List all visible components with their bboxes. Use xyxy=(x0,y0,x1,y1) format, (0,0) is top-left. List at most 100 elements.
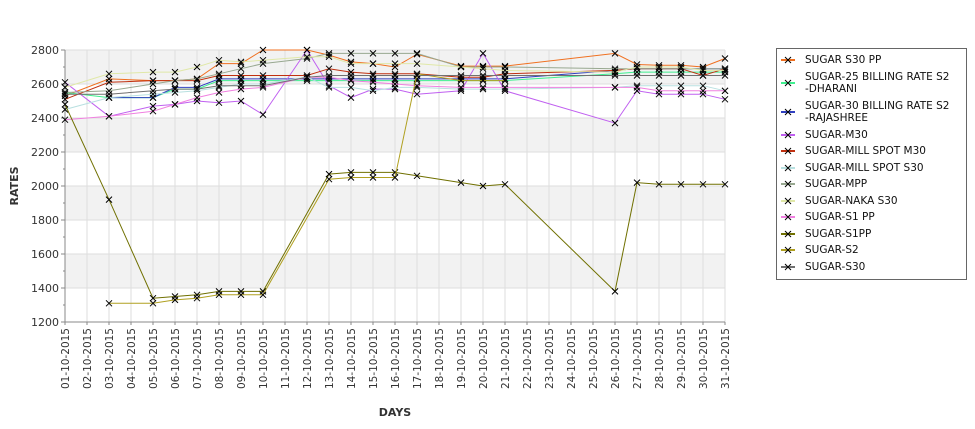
legend-item: SUGAR-NAKA S30 xyxy=(777,193,966,210)
x-tick-label: 01-10-2015 xyxy=(60,328,72,389)
data-point-marker xyxy=(655,63,663,71)
series-sugar-s1-pp xyxy=(61,73,729,124)
y-tick-label: 1800 xyxy=(31,214,59,227)
legend-swatch-icon xyxy=(781,79,795,87)
x-tick-label: 16-10-2015 xyxy=(390,328,402,389)
y-tick-label: 2200 xyxy=(31,146,59,159)
data-point-marker xyxy=(391,60,399,67)
data-point-marker xyxy=(457,77,465,84)
data-point-marker xyxy=(61,106,69,113)
legend-label: SUGAR-30 BILLING RATE S2 -RAJASHREE xyxy=(805,99,950,125)
data-point-marker xyxy=(347,50,355,57)
data-point-marker xyxy=(193,294,201,302)
data-point-marker xyxy=(501,84,509,91)
data-point-marker xyxy=(259,72,267,79)
x-tick-label: 18-10-2015 xyxy=(434,328,446,389)
data-point-marker xyxy=(677,72,685,79)
legend-item: SUGAR-MPP xyxy=(777,176,966,193)
series-sugar-s2 xyxy=(105,70,509,307)
x-tick-label: 02-10-2015 xyxy=(82,328,94,389)
data-point-marker xyxy=(237,82,245,90)
data-point-marker xyxy=(259,291,267,299)
x-tick-label: 27-10-2015 xyxy=(632,328,644,389)
legend-label: SUGAR-S2 xyxy=(805,244,859,256)
data-point-marker xyxy=(105,299,113,307)
legend-label: SUGAR-25 BILLING RATE S2 -DHARANI xyxy=(805,70,950,96)
x-tick-label: 29-10-2015 xyxy=(676,328,688,389)
chart-legend: SUGAR S30 PP SUGAR-25 BILLING RATE S2 -DH… xyxy=(776,48,967,280)
data-point-marker xyxy=(479,182,487,190)
data-point-marker xyxy=(677,63,685,71)
data-point-marker xyxy=(193,85,201,93)
data-point-marker xyxy=(501,72,509,79)
legend-label: SUGAR-M30 xyxy=(805,128,868,141)
x-tick-label: 03-10-2015 xyxy=(104,328,116,389)
x-tick-label: 15-10-2015 xyxy=(368,328,380,389)
data-point-marker xyxy=(149,107,157,115)
legend-swatch-icon xyxy=(781,108,795,116)
data-point-marker xyxy=(215,82,223,90)
y-tick-label: 1400 xyxy=(31,282,59,295)
legend-label: SUGAR S30 PP xyxy=(805,54,882,66)
data-point-marker xyxy=(391,80,399,88)
data-point-marker xyxy=(149,87,157,95)
data-point-marker xyxy=(61,116,69,124)
legend-swatch-icon xyxy=(781,263,795,271)
legend-label: SUGAR-MPP xyxy=(805,178,868,190)
data-point-marker xyxy=(325,53,333,61)
data-point-marker xyxy=(237,58,245,66)
data-point-marker xyxy=(61,78,69,86)
data-point-marker xyxy=(699,82,707,90)
legend-swatch-icon xyxy=(781,246,795,254)
data-point-marker xyxy=(171,68,179,76)
data-point-marker xyxy=(193,63,201,71)
legend-item: SUGAR-25 BILLING RATE S2 -DHARANI xyxy=(777,69,966,98)
data-point-marker xyxy=(501,180,509,188)
data-point-marker xyxy=(237,72,245,79)
data-point-marker xyxy=(171,77,179,84)
x-tick-label: 17-10-2015 xyxy=(412,328,424,389)
data-point-marker xyxy=(325,84,333,91)
data-point-marker xyxy=(457,84,465,91)
x-tick-label: 14-10-2015 xyxy=(346,328,358,389)
data-point-marker xyxy=(171,85,179,93)
data-point-marker xyxy=(413,50,421,57)
data-point-marker xyxy=(237,291,245,299)
legend-item: SUGAR-S1 PP xyxy=(777,209,966,226)
x-tick-label: 20-10-2015 xyxy=(478,328,490,389)
data-point-marker xyxy=(193,75,201,83)
data-point-marker xyxy=(105,90,113,98)
data-point-marker xyxy=(611,84,619,91)
data-point-marker xyxy=(457,63,465,71)
data-point-marker xyxy=(677,87,685,95)
data-point-marker xyxy=(259,56,267,64)
data-point-marker xyxy=(721,55,729,62)
data-point-marker xyxy=(193,94,201,101)
data-point-marker xyxy=(369,50,377,57)
data-point-marker xyxy=(149,294,157,302)
data-point-marker xyxy=(105,112,113,120)
legend-item: SUGAR-M30 xyxy=(777,127,966,144)
data-point-marker xyxy=(699,180,707,188)
data-point-marker xyxy=(611,50,619,57)
x-tick-label: 31-10-2015 xyxy=(720,328,732,389)
legend-swatch-icon xyxy=(781,180,795,188)
data-point-marker xyxy=(215,70,223,78)
x-tick-label: 13-10-2015 xyxy=(324,328,336,389)
data-point-marker xyxy=(325,65,333,73)
series-sugar-naka-s30 xyxy=(61,53,729,91)
data-point-marker xyxy=(633,84,641,91)
x-tick-label: 25-10-2015 xyxy=(588,328,600,389)
data-point-marker xyxy=(61,101,69,108)
x-tick-label: 24-10-2015 xyxy=(566,328,578,389)
data-point-marker xyxy=(149,80,157,88)
x-tick-label: 28-10-2015 xyxy=(654,328,666,389)
data-point-marker xyxy=(479,84,487,91)
data-point-marker xyxy=(237,65,245,73)
legend-item: SUGAR S30 PP xyxy=(777,52,966,69)
x-tick-label: 12-10-2015 xyxy=(302,328,314,389)
data-point-marker xyxy=(413,90,421,98)
legend-swatch-icon xyxy=(781,164,795,172)
data-point-marker xyxy=(149,299,157,307)
data-point-marker xyxy=(721,67,729,74)
